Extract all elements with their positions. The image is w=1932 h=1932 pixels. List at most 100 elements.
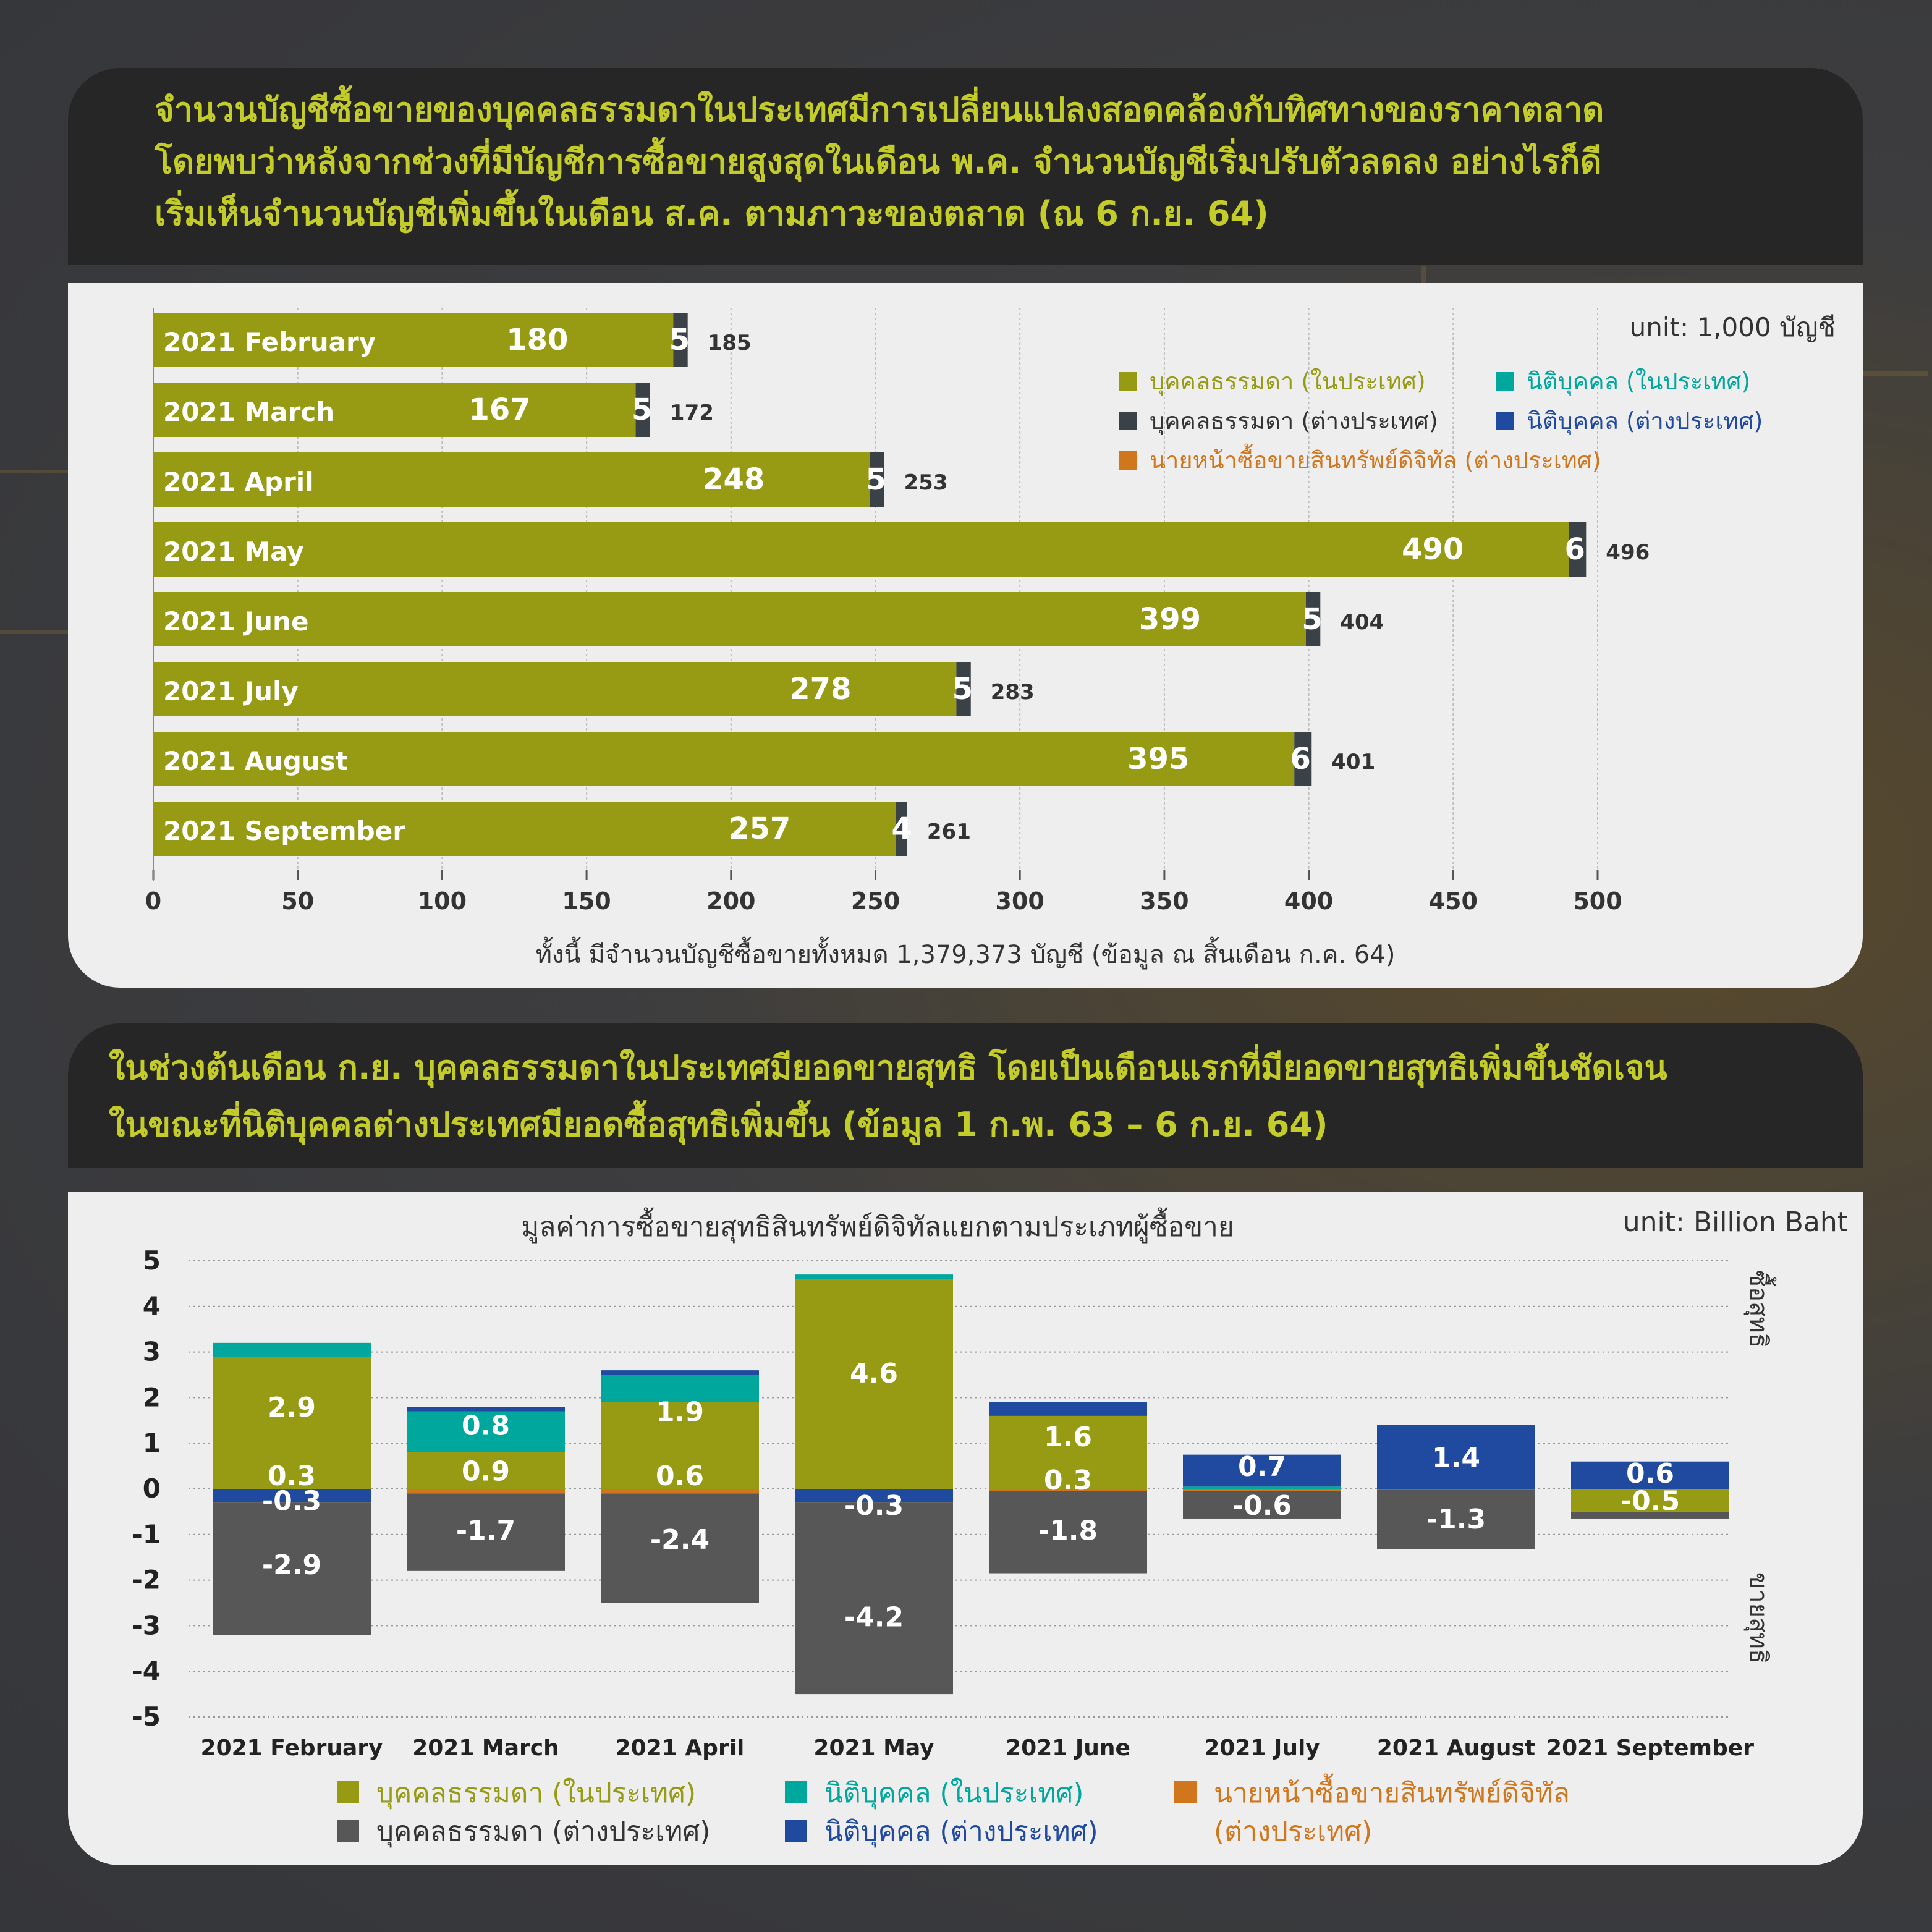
y-tick-label: 5 — [143, 1245, 161, 1276]
value-label-foreign: 6 — [1565, 532, 1585, 567]
stacked-bar-segment — [601, 1493, 759, 1603]
data-label: -0.5 — [1621, 1485, 1680, 1517]
y-tick-label: -2 — [132, 1565, 161, 1595]
value-label-foreign: 5 — [669, 323, 690, 357]
stacked-bar-segment — [989, 1402, 1147, 1416]
stacked-bar-segment — [1183, 1491, 1341, 1519]
data-label: -1.8 — [1038, 1515, 1098, 1546]
value-label-domestic: 167 — [468, 392, 530, 427]
bar-domestic-individual — [153, 383, 636, 437]
legend-label: นิติบุคคล (ต่างประเทศ) — [824, 1816, 1098, 1848]
total-label: 261 — [927, 820, 971, 844]
stacked-bar-segment — [407, 1489, 565, 1494]
bar-domestic-individual — [153, 802, 896, 856]
stacked-bar-segment — [601, 1489, 759, 1494]
y-tick-label: -4 — [132, 1656, 161, 1686]
y-tick-label: 1 — [143, 1428, 161, 1458]
x-category-label: 2021 March — [412, 1735, 559, 1761]
net-trading-bar-chart: 5 4 3 2 1 0 -1 -2 -3 -4 -5 มูลค่าการซื้อขายสุทธิสิน… — [132, 1206, 1848, 1848]
data-label: 0.8 — [462, 1410, 510, 1442]
category-label: 2021 June — [163, 606, 308, 637]
value-label-domestic: 399 — [1139, 602, 1201, 637]
legend-swatch — [785, 1820, 807, 1842]
legend-label: บุคคลธรรมดา (ต่างประเทศ) — [1150, 407, 1438, 435]
footnote: ทั้งนี้ มีจำนวนบัญชีซื้อขายทั้งหมด 1,379… — [536, 936, 1396, 969]
stacked-bar-segment — [1183, 1489, 1341, 1491]
legend-swatch — [337, 1781, 359, 1803]
stacked-bar-segment — [1377, 1425, 1535, 1489]
bar-domestic-individual — [153, 522, 1569, 577]
stacked-bar-segment — [795, 1279, 953, 1489]
top-headline-line-2: โดยพบว่าหลังจากช่วงที่มีบัญชีการซื้อขายส… — [155, 142, 1602, 181]
bar-domestic-individual — [153, 313, 674, 367]
data-label: -0.3 — [844, 1490, 904, 1522]
data-label: -0.3 — [262, 1485, 321, 1517]
bar-foreign-individual — [1569, 522, 1587, 577]
data-label: -2.9 — [262, 1549, 321, 1581]
stacked-bar-segment — [407, 1407, 565, 1412]
data-label: 0.3 — [268, 1460, 316, 1492]
stacked-bar-segment — [1571, 1461, 1729, 1489]
data-label: 1.6 — [1044, 1421, 1092, 1453]
accounts-bar-chart: 0 50 100 150 200 250 300 350 400 450 500 2021 Febru… — [145, 308, 1836, 969]
value-label-domestic: 395 — [1127, 742, 1189, 776]
category-label: 2021 July — [163, 676, 299, 706]
value-label-domestic: 257 — [729, 811, 790, 846]
x-category-label: 2021 May — [813, 1735, 934, 1761]
bar-foreign-individual — [1305, 592, 1321, 646]
stacked-bar-segment — [601, 1402, 759, 1489]
bar-foreign-individual — [635, 383, 650, 437]
stacked-bar-segment — [1183, 1454, 1341, 1487]
bar-foreign-individual — [896, 802, 907, 856]
legend-swatch — [337, 1820, 359, 1842]
x-category-label: 2021 July — [1204, 1735, 1320, 1761]
chart-title: มูลค่าการซื้อขายสุทธิสินทรัพย์ดิจิทัลแยก… — [521, 1207, 1234, 1244]
bar-domestic-individual — [153, 452, 870, 507]
x-tick-label: 50 — [281, 888, 314, 915]
stacked-bar-segment — [407, 1411, 565, 1452]
legend-swatch — [1174, 1781, 1197, 1803]
stacked-bar-segment — [989, 1415, 1147, 1489]
y-tick-label: 4 — [143, 1291, 161, 1321]
data-label: 0.6 — [1626, 1458, 1674, 1489]
category-label: 2021 March — [163, 397, 334, 427]
data-label: 1.9 — [656, 1397, 704, 1428]
legend-swatch — [785, 1781, 807, 1803]
x-tick-label: 250 — [851, 888, 900, 915]
stacked-bar-segment — [213, 1502, 371, 1635]
stacked-bar-segment — [213, 1356, 371, 1489]
total-label: 172 — [670, 400, 714, 425]
y-tick-label: 3 — [143, 1337, 161, 1367]
value-label-domestic: 248 — [703, 462, 765, 497]
legend-label: นิติบุคคล (ต่างประเทศ) — [1527, 407, 1763, 435]
y-tick-label: -3 — [132, 1610, 161, 1640]
legend-label: นิติบุคคล (ในประเทศ) — [824, 1777, 1083, 1810]
bottom-headline-line-2: ในขณะที่นิติบุคคลต่างประเทศมียอดซื้อสุทธ… — [109, 1105, 1328, 1144]
legend-label: นายหน้าซื้อขายสินทรัพย์ดิจิทัล (ต่างประเ… — [1150, 443, 1601, 474]
x-category-label: 2021 September — [1546, 1735, 1754, 1761]
x-tick-label: 100 — [418, 888, 467, 915]
stacked-bar-segment — [407, 1493, 565, 1571]
side-label-sell: ขายสุทธิ — [1743, 1572, 1773, 1664]
value-label-foreign: 5 — [952, 672, 973, 706]
value-label-foreign: 5 — [632, 392, 652, 427]
total-label: 401 — [1331, 750, 1375, 774]
stacked-bar-segment — [795, 1489, 953, 1503]
bar-domestic-individual — [153, 662, 957, 716]
bottom-chart-panel: 5 4 3 2 1 0 -1 -2 -3 -4 -5 มูลค่าการซื้อขายสุทธิสิน… — [68, 1192, 1863, 1865]
value-label-domestic: 278 — [789, 672, 851, 706]
value-label-domestic: 180 — [506, 323, 568, 357]
value-label-foreign: 4 — [892, 811, 912, 846]
top-headline-bar: จำนวนบัญชีซื้อขายของบุคคลธรรมดาในประเทศม… — [68, 68, 1863, 265]
legend-label: บุคคลธรรมดา (ในประเทศ) — [376, 1777, 696, 1810]
top-headline-line-3: เริ่มเห็นจำนวนบัญชีเพิ่มขึ้นในเดือน ส.ค.… — [155, 194, 1269, 233]
legend-label-line-2: (ต่างประเทศ) — [1214, 1816, 1372, 1847]
stacked-bar-segment — [601, 1375, 759, 1402]
bar-foreign-individual — [673, 313, 688, 367]
category-label: 2021 April — [163, 467, 314, 497]
x-tick-label: 0 — [145, 888, 161, 915]
data-label: -4.2 — [844, 1602, 904, 1633]
x-tick-label: 200 — [706, 888, 755, 915]
category-label: 2021 September — [163, 816, 405, 846]
top-headline-line-1: จำนวนบัญชีซื้อขายของบุคคลธรรมดาในประเทศม… — [155, 90, 1604, 129]
